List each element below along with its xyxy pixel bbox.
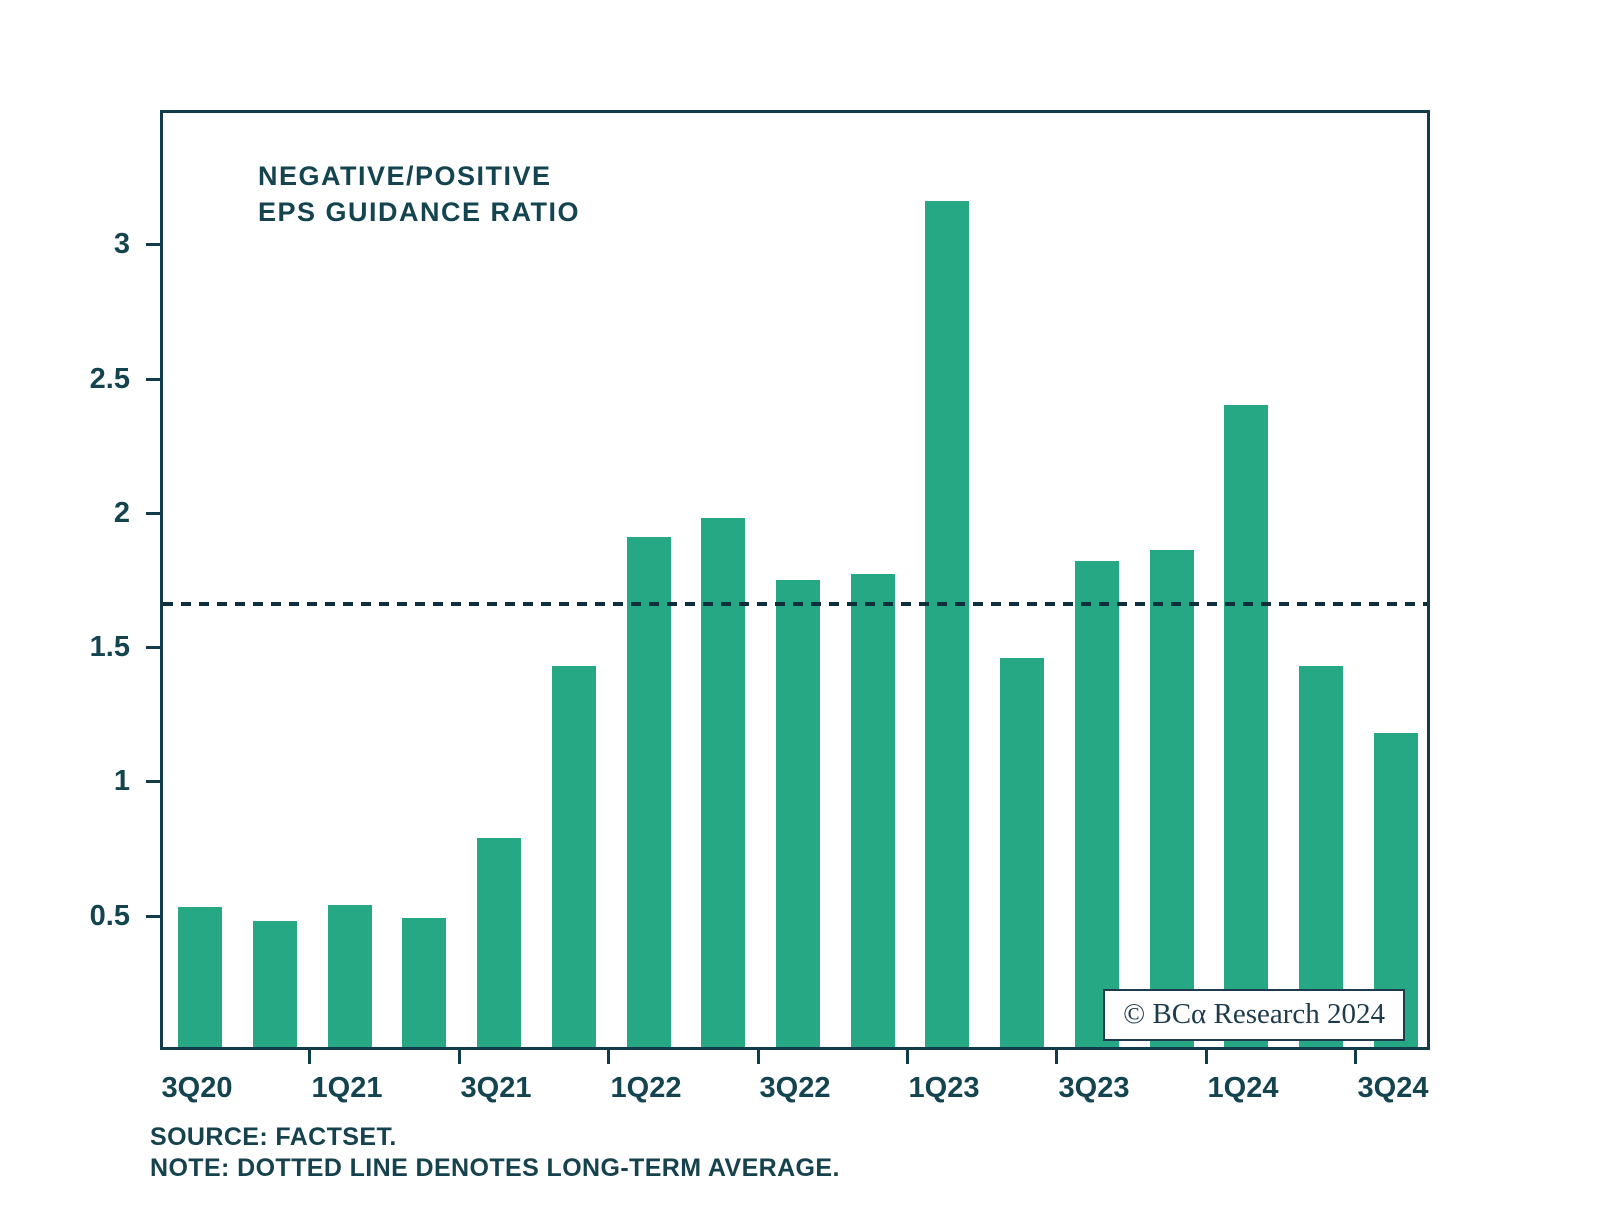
x-axis-tick [607, 1050, 610, 1064]
footer-notes: SOURCE: FACTSET. NOTE: DOTTED LINE DENOT… [150, 1122, 840, 1185]
y-axis-label-2: 2 [113, 497, 130, 529]
bar-1Q22 [627, 537, 671, 1047]
x-axis: 3Q20 1Q21 3Q21 1Q22 3Q22 1Q23 3Q23 1Q24 3Q24 [160, 1050, 1430, 1120]
plot-area: NEGATIVE/POSITIVE EPS GUIDANCE RATIO © B… [160, 110, 1430, 1050]
x-axis-label-1Q22: 1Q22 [610, 1072, 682, 1104]
bar-4Q20 [253, 921, 297, 1047]
y-axis-label-1: 1 [113, 765, 130, 797]
y-axis-tick [146, 243, 160, 246]
bar-3Q22 [776, 580, 820, 1047]
y-axis-tick [146, 646, 160, 649]
bar-3Q20 [178, 907, 222, 1047]
bar-4Q21 [552, 666, 596, 1047]
chart-title-line1: NEGATIVE/POSITIVE [258, 161, 552, 191]
bar-2Q24 [1299, 666, 1343, 1047]
y-axis-label-3: 3 [113, 228, 130, 260]
x-axis-tick [906, 1050, 909, 1064]
y-axis-label-2.5: 2.5 [89, 363, 130, 395]
x-axis-label-3Q20: 3Q20 [161, 1072, 233, 1104]
chart-title: NEGATIVE/POSITIVE EPS GUIDANCE RATIO [258, 158, 580, 231]
bar-3Q21 [477, 838, 521, 1047]
bar-1Q24 [1224, 405, 1268, 1047]
y-axis-tick [146, 915, 160, 918]
x-axis-tick [1205, 1050, 1208, 1064]
x-axis-tick [458, 1050, 461, 1064]
note-line: NOTE: DOTTED LINE DENOTES LONG-TERM AVER… [150, 1154, 840, 1183]
chart-title-line2: EPS GUIDANCE RATIO [258, 197, 581, 228]
x-axis-label-1Q21: 1Q21 [311, 1072, 383, 1104]
y-axis-tick [146, 512, 160, 515]
bar-2Q23 [1000, 658, 1044, 1047]
x-axis-label-1Q24: 1Q24 [1207, 1072, 1279, 1104]
bar-4Q22 [851, 574, 895, 1047]
bar-1Q21 [328, 905, 372, 1047]
y-axis-label-1.5: 1.5 [89, 631, 130, 663]
y-axis-tick [146, 378, 160, 381]
x-axis-tick [1055, 1050, 1058, 1064]
bar-2Q22 [701, 518, 745, 1047]
x-axis-label-3Q22: 3Q22 [759, 1072, 831, 1104]
x-axis-label-1Q23: 1Q23 [908, 1072, 980, 1104]
x-axis-label-3Q24: 3Q24 [1357, 1072, 1429, 1104]
x-axis-label-3Q21: 3Q21 [460, 1072, 532, 1104]
y-axis: 0.5 1 1.5 2 2.5 3 [0, 110, 160, 1050]
bar-3Q23 [1075, 561, 1119, 1047]
bar-4Q23 [1150, 550, 1194, 1047]
y-axis-label-0.5: 0.5 [89, 900, 130, 932]
bar-2Q21 [402, 918, 446, 1047]
y-axis-tick [146, 780, 160, 783]
source-note: SOURCE: FACTSET. [150, 1123, 397, 1151]
average-line [163, 602, 1427, 606]
bar-1Q23 [925, 201, 969, 1047]
x-axis-tick [757, 1050, 760, 1064]
copyright-box: © BCα Research 2024 [1103, 989, 1405, 1041]
x-axis-label-3Q23: 3Q23 [1058, 1072, 1130, 1104]
x-axis-tick [308, 1050, 311, 1064]
x-axis-tick [1354, 1050, 1357, 1064]
